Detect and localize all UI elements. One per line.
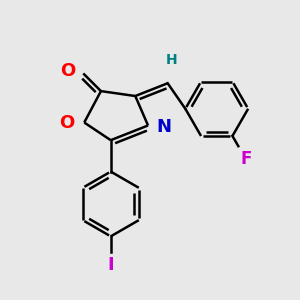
Text: O: O <box>59 113 74 131</box>
Text: F: F <box>240 150 252 168</box>
Text: O: O <box>60 62 75 80</box>
Text: I: I <box>107 256 114 274</box>
Text: N: N <box>156 118 171 136</box>
Text: H: H <box>166 52 177 67</box>
